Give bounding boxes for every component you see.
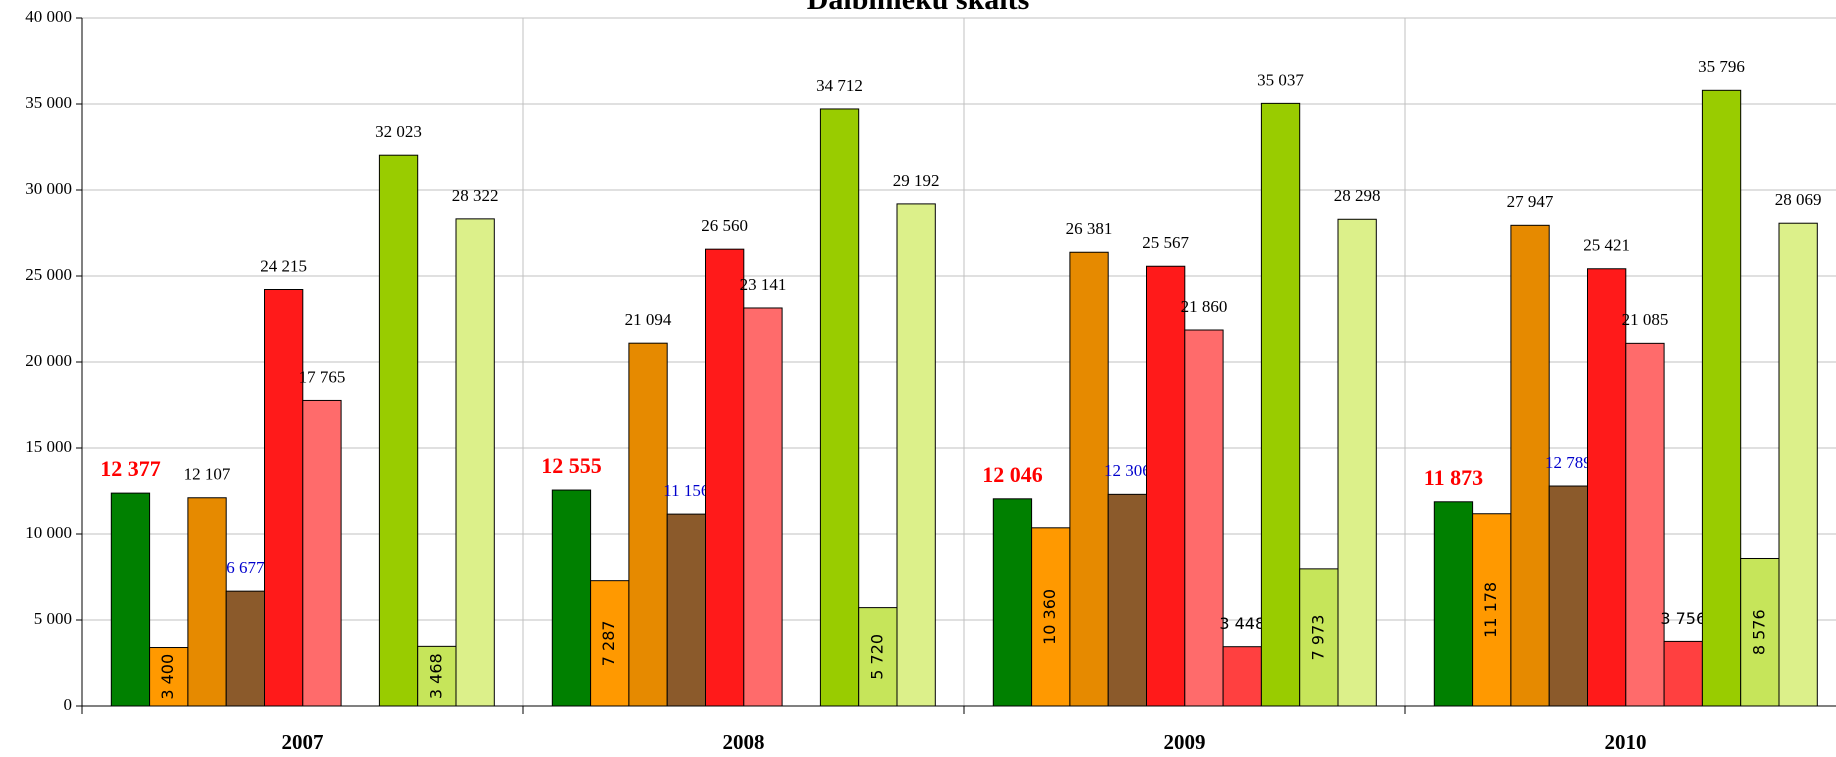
bar [1587,268,1627,707]
data-label: 32 023 [375,122,422,141]
data-label: 21 860 [1181,297,1228,316]
data-label: 6 677 [226,558,265,577]
data-label: 28 322 [452,186,499,205]
data-label: 28 298 [1334,186,1381,205]
bar [1740,557,1780,707]
bar [1299,568,1339,707]
data-label: 25 567 [1142,233,1189,252]
data-label: 3 468 [426,653,445,699]
data-label: 23 141 [740,275,787,294]
bar [1222,646,1262,707]
data-label: 3 400 [158,654,177,700]
bar [187,497,227,707]
y-tick-label: 25 000 [25,265,72,284]
data-label: 34 712 [816,76,863,95]
bar [302,399,342,707]
data-label: 7 287 [599,620,618,666]
bar [819,108,860,707]
data-label: 29 192 [893,171,940,190]
bar [1069,251,1109,707]
bar [1663,640,1703,707]
data-label: 12 046 [982,462,1043,487]
data-label: 25 421 [1583,236,1630,255]
y-tick-label: 0 [64,695,73,714]
data-label: 3 448 [1219,614,1265,633]
bar [1510,224,1550,707]
data-label: 21 094 [625,310,672,329]
data-label: 5 720 [867,634,886,680]
data-label: 12 377 [100,456,161,481]
bar [628,342,668,707]
bar [417,645,457,707]
bar [110,492,151,707]
data-label: 11 873 [1424,465,1483,490]
data-label: 3 756 [1660,609,1706,628]
y-tick-label: 40 000 [25,7,72,26]
data-label: 12 789 [1545,453,1592,472]
data-label: 21 085 [1622,310,1669,329]
x-tick-label: 2010 [1605,730,1647,754]
bar [551,489,592,707]
bar [1701,89,1742,707]
bar [1031,527,1071,707]
data-label: 35 037 [1257,70,1304,89]
data-label: 12 107 [184,465,231,484]
data-label: 17 765 [299,367,346,386]
bar [455,218,495,707]
data-label: 11 156 [663,481,709,500]
y-tick-label: 30 000 [25,179,72,198]
y-tick-label: 5 000 [34,609,72,628]
data-label: 28 069 [1775,190,1822,209]
x-tick-label: 2008 [723,730,765,754]
data-label: 11 178 [1481,582,1500,638]
bar [666,513,707,707]
x-tick-label: 2009 [1164,730,1206,754]
bar [1337,218,1377,707]
data-label: 26 381 [1066,219,1113,238]
data-label: 24 215 [260,256,307,275]
bar [264,289,304,707]
bar [225,590,265,707]
data-label: 26 560 [701,216,748,235]
data-label: 12 555 [541,453,602,478]
bar [378,154,419,707]
bar [1472,513,1512,707]
chart-title: Dalbinieku skaits [807,0,1030,16]
bar [992,498,1033,707]
bar [705,248,745,707]
bar [1107,493,1147,707]
data-label: 8 576 [1749,609,1768,655]
data-label: 35 796 [1698,57,1745,76]
data-label: 27 947 [1507,192,1554,211]
data-label: 10 360 [1040,589,1059,645]
bar [1146,265,1186,707]
bar [743,307,783,707]
x-tick-label: 2007 [282,730,324,754]
bar [1260,102,1301,707]
bar [1433,501,1474,707]
y-tick-label: 15 000 [25,437,72,456]
y-tick-label: 10 000 [25,523,72,542]
bar [896,203,936,707]
bar [1625,342,1665,707]
bar [1184,329,1224,707]
data-label: 12 306 [1104,461,1151,480]
bar [1778,222,1818,707]
data-label: 7 973 [1308,615,1327,661]
bar [1548,485,1588,707]
y-tick-label: 35 000 [25,93,72,112]
y-tick-label: 20 000 [25,351,72,370]
